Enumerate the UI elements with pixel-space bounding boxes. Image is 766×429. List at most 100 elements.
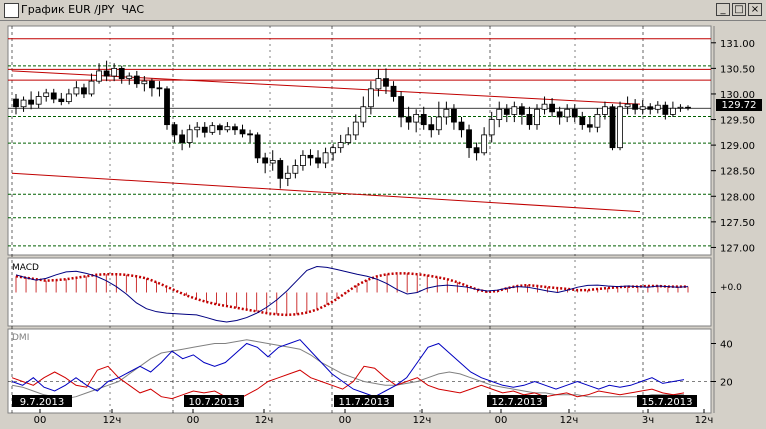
candle-body xyxy=(564,108,571,118)
candle-body xyxy=(269,160,276,164)
candle-body xyxy=(662,104,669,115)
candle-body xyxy=(345,134,352,143)
hour-label: 12ч xyxy=(560,415,579,426)
price-tick-label: 129.00 xyxy=(720,141,755,152)
candle-body xyxy=(526,114,533,126)
candle-body xyxy=(647,106,654,110)
candle-body xyxy=(511,106,518,115)
horizontal-levels xyxy=(8,38,711,247)
candle-body xyxy=(141,80,148,85)
candle-body xyxy=(586,124,593,128)
candle-body xyxy=(277,160,284,179)
candle-body xyxy=(171,124,178,136)
trend-lines xyxy=(11,70,641,213)
candle-body xyxy=(375,78,382,90)
hour-label: 12ч xyxy=(695,415,714,426)
price-tick-label: 129.50 xyxy=(720,116,755,127)
candle-body xyxy=(443,108,450,118)
candle-body xyxy=(451,108,457,123)
macd-signal-line xyxy=(15,272,688,317)
candle-body xyxy=(209,125,216,133)
candle-body xyxy=(337,142,344,149)
candle-body xyxy=(73,87,80,95)
hour-label: 00 xyxy=(339,415,352,426)
chart-canvas[interactable]: 131.00 130.50 130.00 129.50 129.00 128.50 128.… xyxy=(0,20,766,429)
candle-body xyxy=(420,114,427,126)
macd-panel[interactable] xyxy=(7,257,712,327)
candle-body xyxy=(322,152,329,164)
candle-body xyxy=(111,67,118,77)
maximize-button[interactable]: □ xyxy=(732,3,746,16)
candle-body xyxy=(103,70,110,77)
date-label: 9.7.2013 xyxy=(20,397,65,408)
minimize-button[interactable]: _ xyxy=(716,3,730,16)
candle-body xyxy=(194,126,201,131)
candle-body xyxy=(352,121,359,136)
candle-body xyxy=(413,114,420,123)
candle-body xyxy=(496,108,503,120)
candle-body xyxy=(88,80,95,95)
candle-body xyxy=(28,99,35,105)
price-tick-label: 131.00 xyxy=(720,39,755,50)
candle-body xyxy=(677,106,684,109)
candle-body xyxy=(571,108,578,118)
candle-body xyxy=(609,106,616,149)
candle-body xyxy=(624,103,631,108)
candle-body xyxy=(534,108,540,126)
price-tick-label: 128.00 xyxy=(720,192,755,203)
candle-body xyxy=(458,121,465,131)
hour-label: 3ч xyxy=(642,415,654,426)
candle-body xyxy=(58,98,65,103)
date-label-box xyxy=(334,395,394,407)
candle-body xyxy=(549,103,555,113)
candle-body xyxy=(632,103,639,110)
candle-body xyxy=(118,67,125,80)
candle-body xyxy=(435,116,442,131)
candle-body xyxy=(390,85,397,97)
candle-body xyxy=(367,88,374,108)
candle-body xyxy=(126,75,133,80)
title-bar[interactable]: График EUR /JPY ЧАС _ □ × xyxy=(0,0,766,21)
dmi-layer xyxy=(11,339,685,402)
candle-body xyxy=(216,125,223,131)
hour-label: 12ч xyxy=(103,415,122,426)
hour-label: 12ч xyxy=(413,415,432,426)
date-label: 11.7.2013 xyxy=(339,397,390,408)
price-tick-label: 127.50 xyxy=(720,218,755,229)
candle-body xyxy=(13,98,19,108)
candle-body xyxy=(330,147,337,154)
close-button[interactable]: × xyxy=(748,3,762,16)
current-price-label: 129.72 xyxy=(722,100,757,111)
candles-layer xyxy=(13,60,691,189)
hour-label: 00 xyxy=(187,415,200,426)
trend-line xyxy=(11,172,641,213)
candle-body xyxy=(579,116,586,126)
price-panel[interactable] xyxy=(7,25,712,256)
hour-label: 00 xyxy=(34,415,47,426)
candle-body xyxy=(307,154,314,159)
macd-zero-label: +0.0 xyxy=(720,283,742,293)
date-label-box xyxy=(487,395,547,407)
candle-body xyxy=(65,93,72,103)
candle-body xyxy=(556,111,563,118)
candle-body xyxy=(96,70,102,82)
candle-body xyxy=(149,80,155,89)
candle-body xyxy=(224,126,231,131)
candle-body xyxy=(602,106,608,115)
candle-body xyxy=(292,165,299,174)
dmi-axis: 40 20 xyxy=(8,340,733,389)
candle-body xyxy=(35,96,42,105)
candle-body xyxy=(518,106,525,115)
date-label: 15.7.2013 xyxy=(642,397,693,408)
candle-body xyxy=(156,87,163,90)
candle-body xyxy=(685,106,691,109)
candle-body xyxy=(639,106,646,110)
dmi-tick-label: 40 xyxy=(720,340,733,351)
price-tick-label: 128.50 xyxy=(720,167,755,178)
candle-body xyxy=(466,129,472,149)
candle-body xyxy=(503,108,510,115)
candle-body xyxy=(481,134,488,154)
dmi-tick-label: 20 xyxy=(720,378,733,389)
date-label-box xyxy=(637,395,697,407)
